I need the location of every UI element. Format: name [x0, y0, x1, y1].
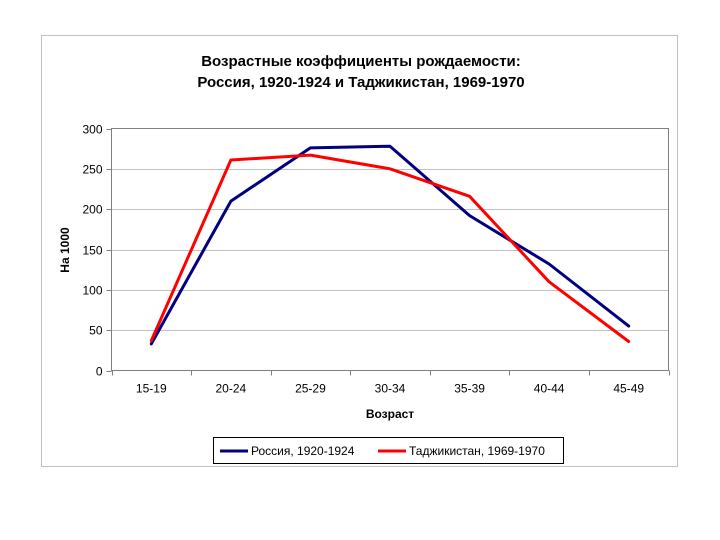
axes: 0 50 100 150 200 250 300 15-19 20-24 25-29 30-34 35… — [82, 123, 670, 396]
x-tick-label: 20-24 — [216, 382, 247, 396]
series-line-0 — [149, 144, 631, 346]
series-lines — [149, 144, 631, 346]
legend: Россия, 1920-1924 Таджикистан, 1969-1970 — [213, 437, 564, 464]
x-tick-label: 25-29 — [295, 382, 326, 396]
chart-title-line-1: Возрастные коэффициенты рождаемости: — [201, 53, 521, 70]
chart-title-line-2: Россия, 1920-1924 и Таджикистан, 1969-19… — [197, 74, 524, 91]
y-tick-label: 100 — [82, 284, 102, 298]
y-tick-label: 150 — [82, 244, 102, 258]
x-axis-title: Возраст — [366, 407, 414, 421]
plot-area — [111, 128, 669, 371]
x-tick-label: 35-39 — [454, 382, 485, 396]
legend-label-russia: Россия, 1920-1924 — [251, 444, 355, 458]
y-tick-label: 300 — [82, 123, 102, 137]
series-line-1 — [149, 153, 631, 343]
y-tick-label: 0 — [96, 365, 103, 379]
y-tick-label: 250 — [82, 163, 102, 177]
x-tick-label: 45-49 — [613, 382, 644, 396]
y-tick-label: 200 — [82, 203, 102, 217]
y-tick-label: 50 — [89, 324, 103, 338]
y-axis-title: На 1000 — [58, 227, 72, 273]
x-tick-label: 15-19 — [136, 382, 167, 396]
x-tick-label: 40-44 — [534, 382, 565, 396]
x-tick-label: 30-34 — [375, 382, 406, 396]
legend-label-tajikistan: Таджикистан, 1969-1970 — [409, 444, 545, 458]
